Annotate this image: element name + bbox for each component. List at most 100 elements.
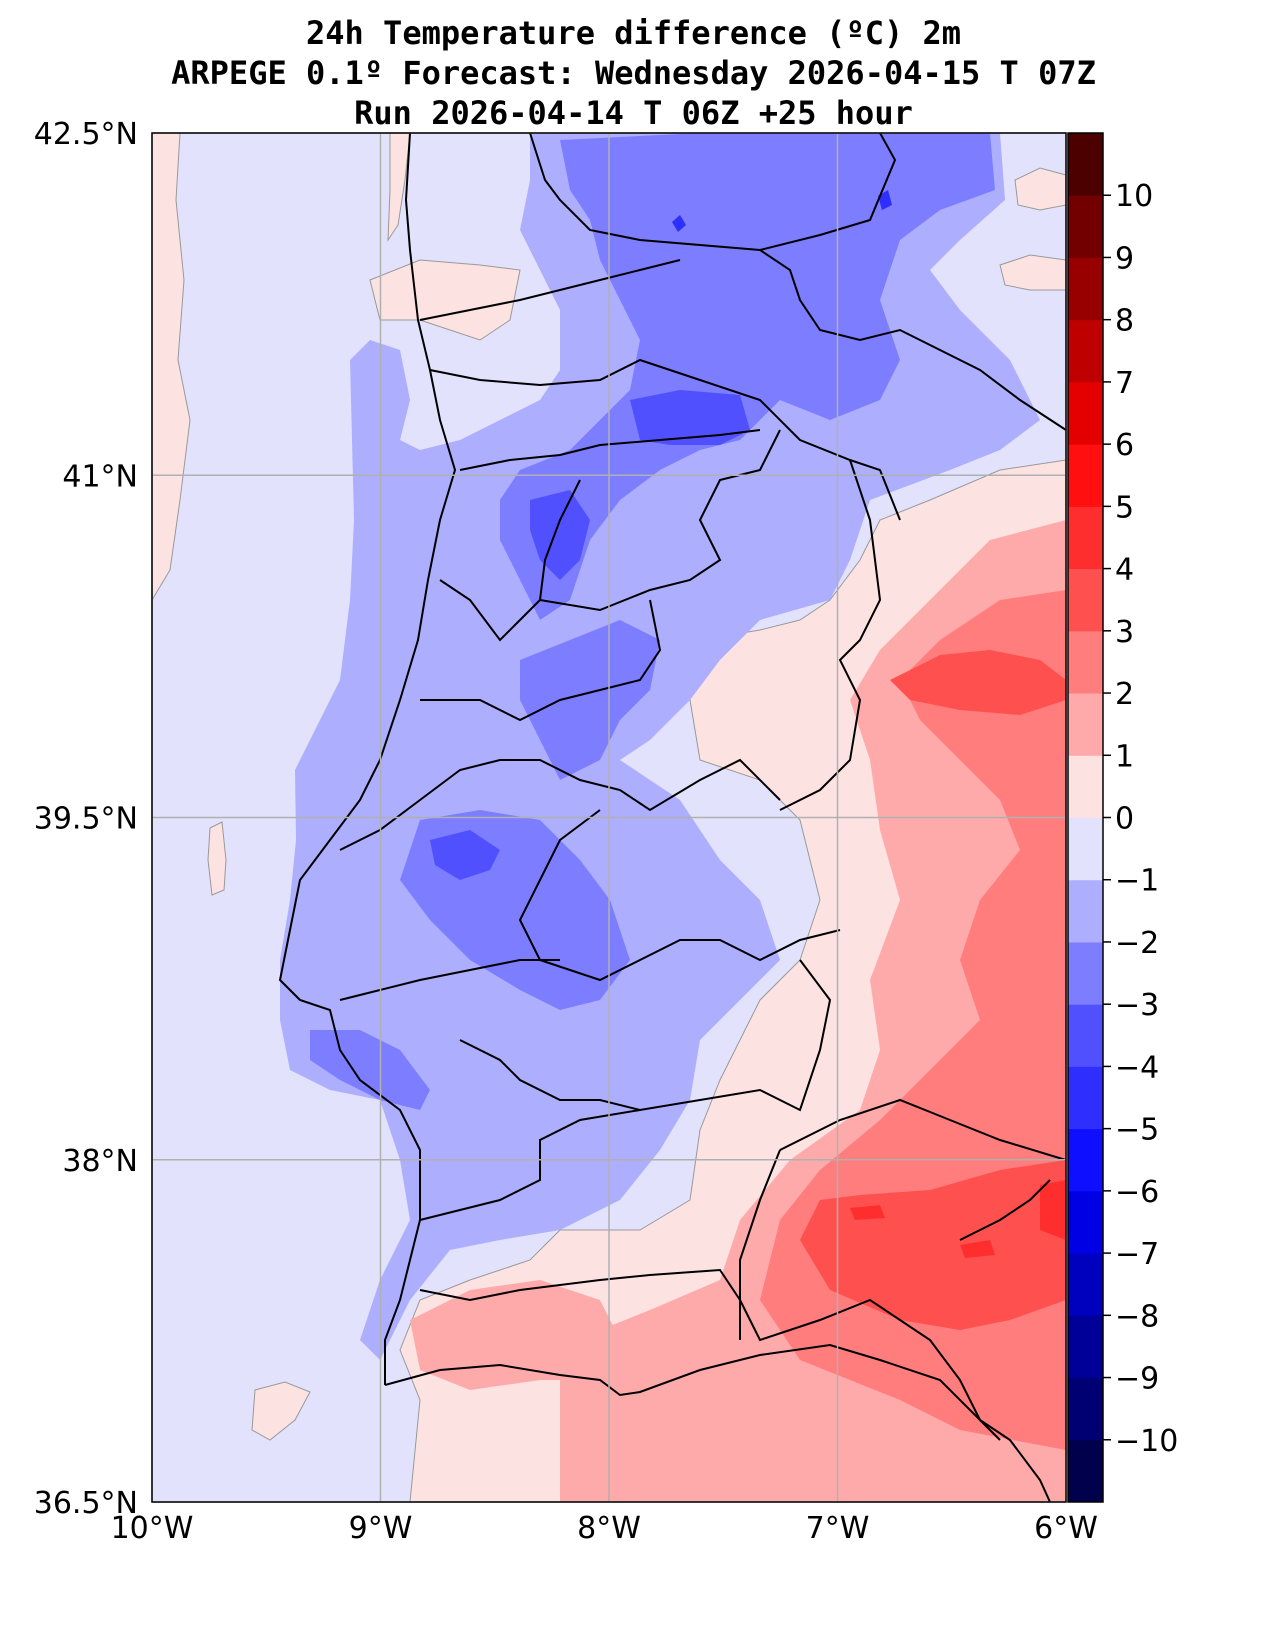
map-frame (151, 132, 1067, 1503)
colorbar-label: −8 (1115, 1299, 1159, 1334)
border-spain-east (529, 133, 897, 252)
colorbar-segment (1068, 133, 1103, 196)
x-tick-label: 9°W (349, 1511, 413, 1546)
district-boundary-viseu (539, 429, 781, 612)
district-boundary-alentejo (459, 959, 832, 1112)
colorbar-segment (1068, 1315, 1103, 1379)
colorbar-label: 5 (1115, 490, 1134, 525)
y-tick-label: 38°N (62, 1144, 138, 1179)
colorbar-segment (1068, 1190, 1103, 1254)
x-tick-label: 7°W (806, 1511, 870, 1546)
colorbar-segment (1068, 195, 1103, 258)
y-tick-label: 36.5°N (34, 1486, 138, 1521)
cold-anomaly-zone-3c-central (430, 830, 500, 880)
warm-patch-south-west (251, 1381, 311, 1441)
coastline-west (278, 133, 457, 1385)
colorbar-label: −7 (1115, 1237, 1159, 1272)
warm-patch-coast-strip (387, 133, 411, 242)
y-tick-label: 42.5°N (34, 117, 138, 152)
colorbar-segment (1068, 381, 1103, 445)
colorbar-label: −5 (1115, 1113, 1159, 1148)
colorbar-segment (1068, 879, 1103, 943)
colorbar-label: 8 (1115, 304, 1134, 339)
cold-anomaly-zone-2c-north (500, 133, 995, 620)
x-tick-label: 10°W (111, 1511, 194, 1546)
district-boundary-central-2 (339, 758, 781, 851)
colorbar-label: −9 (1115, 1362, 1159, 1397)
colorbar-segment (1068, 319, 1103, 383)
district-boundary-douro (439, 479, 581, 642)
colorbar-label: −1 (1115, 864, 1159, 899)
colorbar-label: 2 (1115, 677, 1134, 712)
colorbar-segment (1068, 1253, 1103, 1316)
border-spain-south (739, 1149, 1001, 1441)
colorbar-segment (1068, 1377, 1103, 1441)
colorbar-segment (1068, 755, 1103, 818)
cold-anomaly-spot-4c (672, 215, 686, 232)
colorbar-label: 4 (1115, 553, 1134, 588)
colorbar-label: −6 (1115, 1175, 1159, 1210)
colorbar-segment (1068, 941, 1103, 1005)
warm-anomaly-zone-3c (800, 1160, 1066, 1330)
y-tick-label: 41°N (62, 459, 138, 494)
cold-anomaly-zone-2c-mid (520, 620, 660, 780)
warm-anomaly-zone-1c-coast (410, 1280, 620, 1390)
district-boundary-guarda (779, 459, 882, 811)
district-boundary-algarve (419, 1268, 741, 1340)
colorbar-segment (1068, 1128, 1103, 1192)
coastline-south (384, 1343, 1051, 1502)
colorbar-label: −4 (1115, 1050, 1159, 1085)
warm-anomaly-spot-4c-west (850, 1205, 885, 1220)
warm-anomaly-zone-3c-north (890, 650, 1066, 715)
warm-patch-north-coast (369, 259, 521, 341)
colorbar-segment (1068, 568, 1103, 632)
map-title-line-3: Run 2026-04-14 T 06Z +25 hour (354, 94, 913, 132)
colorbar-segment (1068, 1066, 1103, 1130)
border-portugal-spain (759, 249, 1066, 431)
warm-patch-north-east-top (1014, 167, 1066, 211)
map-title-line-2: ARPEGE 0.1º Forecast: Wednesday 2026-04-… (171, 54, 1096, 92)
warm-anomaly-spot-4c-east (960, 1240, 995, 1258)
district-boundary-north-3 (459, 429, 761, 471)
boundaries-layer (278, 133, 1066, 1502)
district-boundary-north-2 (429, 358, 901, 521)
y-tick-label: 39.5°N (34, 802, 138, 837)
map-title-line-1: 24h Temperature difference (ºC) 2m (305, 14, 962, 52)
x-tick-label: 8°W (577, 1511, 641, 1546)
colorbar-segment (1068, 1004, 1103, 1067)
y-axis-tick-labels: 42.5°N 41°N 39.5°N 38°N 36.5°N (34, 117, 138, 1521)
colorbar-segment (1068, 817, 1103, 881)
warm-anomaly-spot-4c (1040, 1180, 1066, 1240)
district-boundary-alentejo-north (339, 959, 560, 1001)
district-boundary-central-3 (518, 809, 841, 982)
cold-anomaly-zone-3c-north (630, 390, 750, 445)
colorbar-label: 1 (1115, 739, 1134, 774)
colorbar-segment (1068, 693, 1103, 756)
warm-patch-west-offshore (152, 133, 191, 601)
colorbar-segment (1068, 506, 1103, 570)
warm-patch-island (207, 821, 227, 896)
colorbar (1067, 132, 1104, 1503)
colorbar-segment (1068, 444, 1103, 507)
colorbar-segment (1068, 630, 1103, 694)
district-boundary-central-1 (420, 599, 662, 722)
warm-patch-north-east (999, 254, 1066, 291)
colorbar-label: 0 (1115, 802, 1134, 837)
border-spain-south-east (779, 1098, 1066, 1241)
colorbar-segment (1068, 1439, 1103, 1503)
colorbar-label: −3 (1115, 988, 1159, 1023)
colorbar-label: 3 (1115, 615, 1134, 650)
district-boundary-beja (419, 1109, 641, 1221)
x-axis-tick-labels: 10°W 9°W 8°W 7°W 6°W (111, 1511, 1098, 1546)
colorbar-label: −10 (1115, 1424, 1178, 1459)
x-tick-label: 6°W (1034, 1511, 1098, 1546)
colorbar-label: 7 (1115, 366, 1134, 401)
cold-anomaly-zone-1c (280, 133, 1040, 1360)
colorbar-label: 9 (1115, 241, 1134, 276)
district-boundary-north-1 (419, 259, 681, 321)
colorbar-segment (1068, 257, 1103, 321)
colorbar-label: −2 (1115, 926, 1159, 961)
colorbar-label: 6 (1115, 428, 1134, 463)
